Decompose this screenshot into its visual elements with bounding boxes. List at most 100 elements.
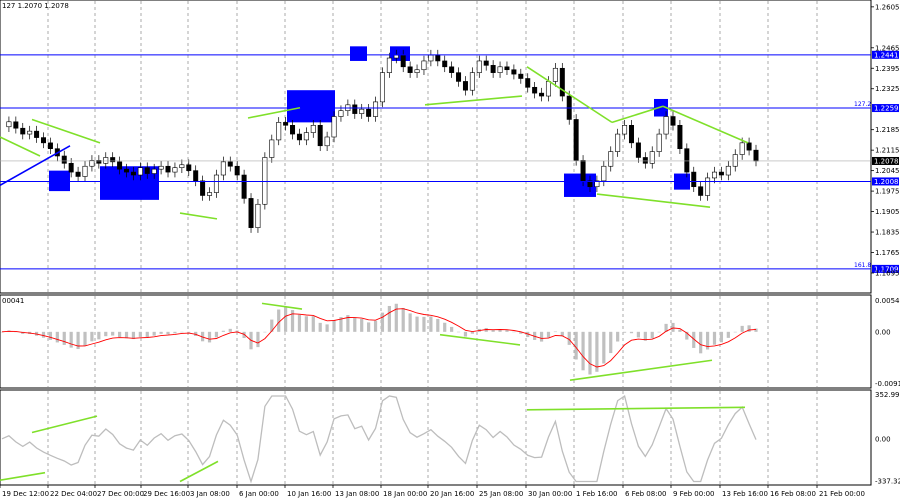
histogram-bar bbox=[304, 316, 308, 332]
candle-body bbox=[103, 157, 109, 164]
histogram-bar bbox=[55, 331, 59, 343]
y-tick-label: -0.0091 bbox=[875, 380, 900, 388]
histogram-bar bbox=[740, 325, 744, 332]
x-tick-label: 27 Dec 00:00 bbox=[97, 490, 144, 498]
histogram-bar bbox=[297, 314, 302, 332]
histogram-bar bbox=[173, 331, 177, 334]
candle-body bbox=[449, 66, 455, 73]
histogram-bar bbox=[277, 309, 281, 332]
histogram-bar bbox=[512, 331, 516, 333]
candle-body bbox=[124, 168, 130, 173]
candle-body bbox=[144, 167, 150, 174]
candle-body bbox=[276, 122, 282, 141]
histogram-bar bbox=[41, 331, 46, 338]
histogram-bar bbox=[519, 331, 523, 334]
histogram-bar bbox=[685, 331, 689, 340]
candle-body bbox=[476, 60, 482, 73]
candle-body bbox=[587, 180, 593, 188]
green-trend-line bbox=[526, 66, 613, 124]
candle-body bbox=[379, 72, 385, 103]
x-tick-label: 1 Feb 16:00 bbox=[576, 490, 617, 498]
x-tick-label: 29 Dec 16:00 bbox=[143, 490, 190, 498]
histogram-bar bbox=[754, 328, 758, 332]
histogram-bar bbox=[76, 331, 80, 350]
histogram-bar bbox=[111, 331, 115, 336]
green-trend-line bbox=[247, 106, 301, 119]
histogram-bar bbox=[311, 316, 315, 332]
histogram-bar bbox=[491, 329, 495, 332]
candle-body bbox=[220, 161, 226, 176]
histogram-bar bbox=[201, 331, 205, 342]
candle-body bbox=[594, 180, 600, 188]
histogram-bar bbox=[394, 303, 398, 332]
candle-body bbox=[746, 142, 752, 151]
candle-body bbox=[490, 65, 496, 73]
candle-body bbox=[753, 149, 759, 162]
green-divergence-line bbox=[179, 460, 219, 483]
candle-body bbox=[580, 160, 586, 182]
histogram-bar bbox=[360, 318, 364, 332]
histogram-bar bbox=[526, 331, 530, 338]
candle-body bbox=[352, 104, 358, 114]
histogram-bar bbox=[332, 319, 336, 332]
histogram-bar bbox=[560, 331, 564, 337]
candle-body bbox=[200, 180, 206, 196]
histogram-bar bbox=[705, 331, 710, 350]
candle-body bbox=[110, 157, 116, 163]
candle-body bbox=[165, 165, 171, 173]
candle-body bbox=[525, 78, 531, 88]
candle-body bbox=[456, 72, 462, 82]
histogram-bar bbox=[636, 331, 641, 338]
candle-body bbox=[75, 171, 81, 177]
price-gridlines bbox=[47, 1, 818, 292]
candle-body bbox=[269, 139, 275, 158]
candle-body bbox=[117, 161, 123, 170]
candle-body bbox=[407, 66, 413, 73]
histogram-bar bbox=[733, 331, 737, 333]
candle-body bbox=[158, 165, 164, 170]
histogram-bar bbox=[443, 322, 447, 332]
y-tick-label: 0.00 bbox=[875, 328, 891, 336]
candle-body bbox=[20, 127, 26, 135]
level-price-label: 1.2008 bbox=[874, 178, 899, 186]
histogram-bar bbox=[166, 331, 170, 335]
x-tick-label: 19 Dec 12:00 bbox=[2, 490, 49, 498]
x-tick-label: 9 Feb 00:00 bbox=[673, 490, 714, 498]
y-tick-label: 1.2045 bbox=[875, 167, 900, 175]
green-trend-line bbox=[179, 212, 218, 220]
candle-body bbox=[642, 157, 648, 164]
histogram-bar bbox=[567, 331, 571, 345]
histogram-bar bbox=[436, 318, 440, 332]
x-tick-label: 21 Feb 00:00 bbox=[819, 490, 865, 498]
histogram-bar bbox=[574, 331, 578, 360]
candle-body bbox=[698, 186, 704, 196]
y-tick-label: 1.1695 bbox=[875, 269, 900, 277]
y-tick-label: -337.326 bbox=[875, 478, 900, 486]
candle-body bbox=[497, 66, 503, 73]
histogram-bar bbox=[408, 313, 412, 332]
level-price-label: 1.2259 bbox=[874, 105, 899, 113]
candle-body bbox=[290, 124, 296, 135]
green-divergence-line bbox=[31, 415, 98, 434]
histogram-bar bbox=[104, 331, 108, 337]
x-tick-label: 6 Feb 08:00 bbox=[625, 490, 666, 498]
candle-body bbox=[511, 69, 517, 75]
candle-body bbox=[27, 130, 33, 135]
candle-body bbox=[718, 171, 724, 176]
candle-body bbox=[234, 165, 240, 176]
histogram-bar bbox=[187, 331, 191, 333]
candle-body bbox=[608, 151, 614, 167]
candle-body bbox=[82, 165, 88, 177]
histogram-bar bbox=[664, 323, 668, 332]
histogram-bar bbox=[180, 331, 184, 333]
histogram-bar bbox=[242, 331, 246, 338]
candle-body bbox=[13, 121, 19, 129]
candle-body bbox=[296, 133, 302, 141]
green-divergence-line bbox=[439, 333, 521, 346]
histogram-bar bbox=[325, 324, 329, 332]
histogram-bar bbox=[117, 331, 122, 337]
y-tick-label: 1.2325 bbox=[875, 85, 900, 93]
candle-body bbox=[725, 165, 731, 176]
candle-body bbox=[414, 69, 420, 73]
histogram-bar bbox=[609, 331, 613, 354]
